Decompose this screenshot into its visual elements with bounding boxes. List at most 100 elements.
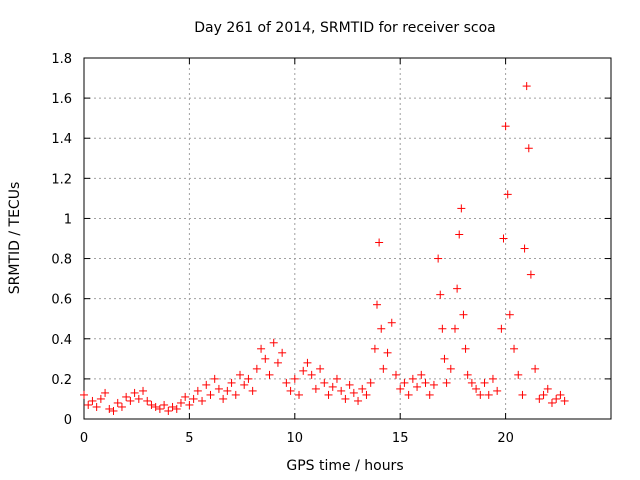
data-point	[560, 396, 569, 405]
chart-title: Day 261 of 2014, SRMTID for receiver sco…	[194, 20, 496, 36]
data-point	[244, 374, 253, 383]
data-point	[92, 402, 101, 411]
x-tick-label: 15	[392, 431, 409, 446]
data-point	[324, 390, 333, 399]
data-point	[160, 400, 169, 409]
data-point	[354, 396, 363, 405]
data-point	[84, 400, 93, 409]
data-point	[400, 378, 409, 387]
data-point	[404, 390, 413, 399]
data-point	[257, 344, 266, 353]
data-point	[434, 254, 443, 263]
data-point	[311, 384, 320, 393]
data-point	[539, 390, 548, 399]
data-point	[453, 284, 462, 293]
data-point	[375, 238, 384, 247]
data-point	[214, 384, 223, 393]
data-point	[282, 378, 291, 387]
data-point	[484, 390, 493, 399]
data-point	[526, 270, 535, 279]
data-point	[510, 344, 519, 353]
data-point	[290, 374, 299, 383]
data-point	[80, 390, 88, 399]
data-point	[387, 318, 396, 327]
data-point	[556, 390, 565, 399]
data-point	[269, 338, 278, 347]
data-point	[440, 354, 449, 363]
data-point	[459, 310, 468, 319]
data-point	[455, 230, 464, 239]
x-tick-label: 20	[497, 431, 514, 446]
data-point	[299, 366, 308, 375]
y-tick-label: 0	[64, 413, 72, 428]
data-point	[547, 398, 556, 407]
data-point	[320, 378, 329, 387]
data-point	[377, 324, 386, 333]
data-point	[337, 386, 346, 395]
data-point	[396, 384, 405, 393]
y-tick-label: 1.4	[51, 132, 72, 147]
data-point	[147, 400, 156, 409]
data-point	[457, 204, 466, 213]
data-point	[345, 380, 354, 389]
y-tick-label: 0.8	[51, 253, 72, 268]
data-point	[265, 370, 274, 379]
plot-frame	[83, 57, 612, 420]
data-point	[206, 390, 215, 399]
data-point	[130, 388, 139, 397]
data-point	[417, 370, 426, 379]
data-point	[332, 374, 341, 383]
y-tick-label: 1.6	[51, 92, 72, 107]
data-point	[358, 384, 367, 393]
data-point	[514, 370, 523, 379]
data-point	[117, 402, 126, 411]
data-point	[219, 394, 228, 403]
x-axis-label: GPS time / hours	[286, 458, 403, 474]
data-point	[105, 404, 114, 413]
y-tick-label: 0.4	[51, 333, 72, 348]
data-point	[96, 394, 105, 403]
data-point	[543, 384, 552, 393]
data-point	[520, 244, 529, 253]
data-point	[341, 394, 350, 403]
data-point	[413, 382, 422, 391]
data-point	[286, 386, 295, 395]
data-point	[113, 398, 122, 407]
data-point	[261, 354, 270, 363]
data-point	[429, 380, 438, 389]
y-axis-label: SRMTID / TECUs	[7, 182, 23, 295]
data-point	[202, 380, 211, 389]
data-point	[503, 190, 512, 199]
data-point	[151, 402, 160, 411]
data-point	[235, 370, 244, 379]
data-point	[303, 358, 312, 367]
data-point	[524, 144, 533, 153]
data-point	[362, 390, 371, 399]
y-tick-label: 1.8	[51, 52, 72, 67]
y-tick-label: 1	[64, 212, 72, 227]
data-point	[189, 394, 198, 403]
data-point	[316, 364, 325, 373]
data-point	[476, 390, 485, 399]
data-point	[231, 390, 240, 399]
data-point	[168, 402, 177, 411]
data-point	[391, 370, 400, 379]
data-point	[499, 234, 508, 243]
data-point	[172, 404, 181, 413]
data-point	[139, 386, 148, 395]
data-point	[373, 300, 382, 309]
data-point	[463, 370, 472, 379]
data-point	[126, 396, 135, 405]
data-point	[472, 384, 481, 393]
data-point	[436, 290, 445, 299]
data-point	[273, 358, 282, 367]
data-point	[134, 394, 143, 403]
data-point	[522, 82, 531, 91]
data-point	[442, 378, 451, 387]
data-point	[497, 324, 506, 333]
data-point	[185, 400, 194, 409]
data-point	[164, 406, 173, 415]
data-point	[480, 378, 489, 387]
ticks	[83, 57, 611, 420]
